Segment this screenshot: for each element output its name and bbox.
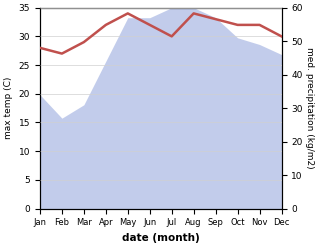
Y-axis label: med. precipitation (kg/m2): med. precipitation (kg/m2) bbox=[305, 47, 314, 169]
Y-axis label: max temp (C): max temp (C) bbox=[4, 77, 13, 139]
X-axis label: date (month): date (month) bbox=[122, 233, 200, 243]
